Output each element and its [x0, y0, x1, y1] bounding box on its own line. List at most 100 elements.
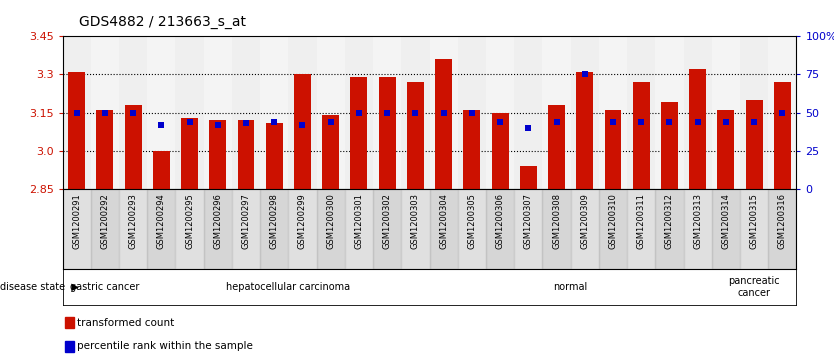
Bar — [746, 100, 762, 189]
Bar — [740, 36, 768, 189]
Bar — [515, 189, 542, 269]
Bar — [260, 189, 289, 269]
Bar — [373, 36, 401, 189]
Text: GDS4882 / 213663_s_at: GDS4882 / 213663_s_at — [79, 15, 246, 29]
Bar — [774, 82, 791, 189]
Text: normal: normal — [554, 282, 588, 292]
Text: GSM1200299: GSM1200299 — [298, 193, 307, 249]
Bar — [91, 189, 119, 269]
Text: GSM1200311: GSM1200311 — [636, 193, 646, 249]
Text: GSM1200301: GSM1200301 — [354, 193, 364, 249]
Bar — [64, 317, 73, 329]
Bar — [689, 69, 706, 189]
Bar — [322, 115, 339, 189]
Bar — [491, 113, 509, 189]
Text: GSM1200302: GSM1200302 — [383, 193, 392, 249]
Bar — [266, 123, 283, 189]
Bar — [542, 36, 570, 189]
Text: disease state  ▶: disease state ▶ — [0, 282, 79, 292]
Bar — [317, 189, 344, 269]
Text: GSM1200293: GSM1200293 — [128, 193, 138, 249]
Bar — [289, 36, 317, 189]
Bar — [570, 189, 599, 269]
Text: percentile rank within the sample: percentile rank within the sample — [77, 341, 253, 351]
Text: GSM1200298: GSM1200298 — [269, 193, 279, 249]
Bar — [379, 77, 395, 189]
Bar — [175, 189, 203, 269]
Text: GSM1200316: GSM1200316 — [778, 193, 786, 249]
Bar — [768, 189, 796, 269]
Text: transformed count: transformed count — [77, 318, 174, 328]
Bar — [548, 105, 565, 189]
Bar — [576, 72, 593, 189]
Bar — [124, 105, 142, 189]
Bar — [344, 36, 373, 189]
Bar — [430, 189, 458, 269]
Text: pancreatic
cancer: pancreatic cancer — [728, 276, 780, 298]
Bar — [97, 110, 113, 189]
Bar — [350, 77, 368, 189]
Bar — [464, 110, 480, 189]
Bar — [599, 189, 627, 269]
Bar — [633, 82, 650, 189]
Bar — [401, 189, 430, 269]
Text: GSM1200304: GSM1200304 — [440, 193, 448, 249]
Bar — [656, 189, 684, 269]
Bar — [486, 36, 515, 189]
Bar — [148, 36, 175, 189]
Bar — [153, 151, 170, 189]
Bar — [570, 36, 599, 189]
Bar — [64, 340, 73, 352]
Bar — [68, 72, 85, 189]
Bar — [627, 189, 656, 269]
Bar — [148, 189, 175, 269]
Bar — [317, 36, 344, 189]
Text: GSM1200315: GSM1200315 — [750, 193, 759, 249]
Text: GSM1200296: GSM1200296 — [214, 193, 223, 249]
Bar — [344, 189, 373, 269]
Bar — [238, 120, 254, 189]
Bar — [232, 189, 260, 269]
Bar — [656, 36, 684, 189]
Bar — [175, 36, 203, 189]
Bar — [203, 36, 232, 189]
Bar — [740, 189, 768, 269]
Bar — [373, 189, 401, 269]
Text: GSM1200310: GSM1200310 — [609, 193, 617, 249]
Text: GSM1200305: GSM1200305 — [467, 193, 476, 249]
Bar — [119, 189, 148, 269]
Bar — [711, 189, 740, 269]
Bar — [486, 189, 515, 269]
Bar — [684, 36, 711, 189]
Bar — [401, 36, 430, 189]
Text: GSM1200307: GSM1200307 — [524, 193, 533, 249]
Bar — [181, 118, 198, 189]
Bar — [515, 36, 542, 189]
Bar — [768, 36, 796, 189]
Bar — [209, 120, 226, 189]
Bar — [91, 36, 119, 189]
Bar — [232, 36, 260, 189]
Text: GSM1200300: GSM1200300 — [326, 193, 335, 249]
Text: GSM1200308: GSM1200308 — [552, 193, 561, 249]
Bar — [520, 166, 537, 189]
Text: gastric cancer: gastric cancer — [70, 282, 139, 292]
Text: GSM1200292: GSM1200292 — [100, 193, 109, 249]
Bar — [684, 189, 711, 269]
Bar — [717, 110, 735, 189]
Bar — [435, 59, 452, 189]
Bar — [119, 36, 148, 189]
Text: GSM1200312: GSM1200312 — [665, 193, 674, 249]
Text: GSM1200309: GSM1200309 — [580, 193, 590, 249]
Text: GSM1200303: GSM1200303 — [411, 193, 420, 249]
Bar — [407, 82, 424, 189]
Text: GSM1200291: GSM1200291 — [73, 193, 81, 249]
Text: GSM1200297: GSM1200297 — [242, 193, 250, 249]
Bar — [605, 110, 621, 189]
Text: GSM1200306: GSM1200306 — [495, 193, 505, 249]
Bar — [260, 36, 289, 189]
Text: GSM1200295: GSM1200295 — [185, 193, 194, 249]
Bar — [289, 189, 317, 269]
Bar — [458, 36, 486, 189]
Text: GSM1200313: GSM1200313 — [693, 193, 702, 249]
